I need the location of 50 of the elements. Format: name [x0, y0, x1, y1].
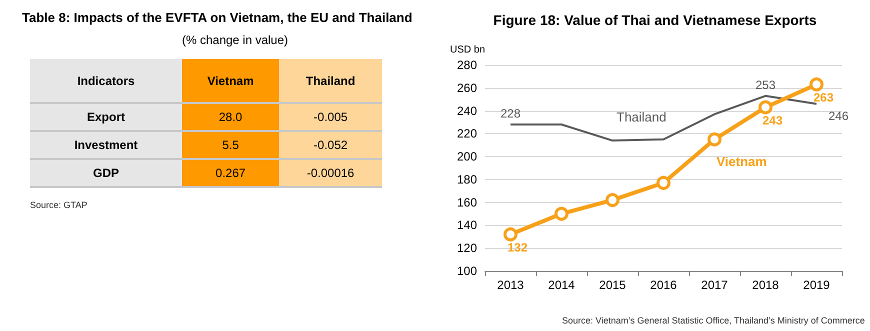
y-tick-label: 200	[456, 150, 478, 164]
point	[554, 206, 568, 221]
x-tick-label: 2018	[752, 278, 780, 292]
series-label: Vietnam	[716, 154, 767, 170]
source-note: Source: Vietnam’s General Statistic Office, Thailand’s Ministry of Commerce	[562, 316, 865, 326]
series-label: Thailand	[279, 59, 382, 103]
data-label: 243	[762, 113, 783, 128]
chart-title: Figure 18: Value of Thai and Vietnamese Exports	[493, 12, 817, 28]
y-tick-label: 160	[456, 195, 478, 210]
point	[606, 193, 620, 208]
x-tick-label: 2015	[599, 278, 626, 292]
text: Indicators	[30, 59, 182, 103]
x-tick-label: 2019	[803, 278, 830, 292]
data-label: 228	[500, 106, 521, 121]
x-tick-label: 2014	[548, 278, 576, 292]
y-tick-label: 280	[456, 58, 478, 72]
y-tick-label: 220	[456, 126, 478, 141]
data-label: 263	[814, 90, 834, 104]
point	[708, 132, 722, 146]
point	[504, 227, 518, 242]
series-label: Thailand	[616, 110, 666, 125]
y-tick-label: 120	[456, 241, 478, 256]
y-axis-title: USD bn	[450, 44, 485, 56]
data-label: -0.00016	[279, 159, 382, 187]
data-label: 0.267	[182, 159, 280, 187]
category-label: Export	[30, 103, 182, 131]
series-label: Vietnam	[182, 59, 280, 103]
source-note: Source: GTAP	[30, 200, 88, 210]
point	[758, 100, 772, 114]
category-label: Investment	[30, 131, 182, 159]
x-tick-label: 2017	[701, 278, 728, 292]
y-tick-label: 260	[456, 80, 478, 95]
point	[656, 176, 670, 190]
point	[810, 77, 824, 92]
text: (% change in value)	[180, 33, 290, 47]
y-tick-label: 180	[456, 172, 478, 186]
y-tick-label: 140	[456, 218, 478, 232]
y-tick-label: 100	[456, 264, 478, 278]
data-label: -0.052	[279, 131, 382, 159]
data-label: 28.0	[182, 103, 280, 131]
x-tick-label: 2013	[497, 278, 524, 292]
data-label: 132	[508, 240, 528, 254]
data-label: 246	[828, 108, 849, 123]
data-label: 253	[755, 78, 776, 92]
x-tick-label: 2016	[650, 278, 678, 292]
category-label: GDP	[30, 159, 182, 187]
data-label: -0.005	[279, 103, 382, 131]
y-tick-label: 240	[456, 104, 478, 118]
data-label: 5.5	[182, 131, 280, 159]
text: Table 8: Impacts of the EVFTA on Vietnam, the EU and Thailand	[22, 10, 414, 25]
